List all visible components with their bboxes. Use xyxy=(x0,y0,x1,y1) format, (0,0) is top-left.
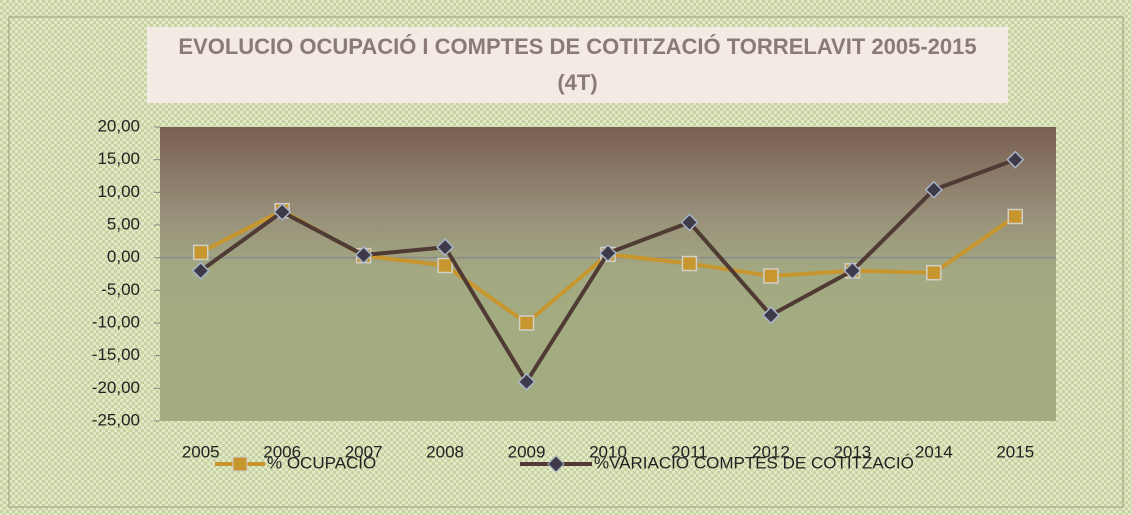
x-tick-label: 2014 xyxy=(915,442,953,461)
point xyxy=(763,268,779,284)
y-tick-label: 0,00 xyxy=(107,247,140,266)
point xyxy=(843,261,862,280)
y-tick-label: 15,00 xyxy=(97,149,140,168)
y-tick-label: -20,00 xyxy=(92,378,140,397)
y-tick-label: -15,00 xyxy=(92,345,140,364)
legend-marker xyxy=(547,455,565,473)
point xyxy=(273,202,292,221)
legend-marker xyxy=(232,456,248,472)
point xyxy=(437,257,453,274)
x-tick-label: 2011 xyxy=(671,442,708,461)
point xyxy=(192,244,209,261)
chart-title: EVOLUCIO OCUPACIÓ I COMPTES DE COTITZACI… xyxy=(147,27,1008,103)
x-tick-label: 2007 xyxy=(345,442,383,461)
point xyxy=(1007,208,1024,225)
point xyxy=(680,213,699,232)
legend-label: % OCUPACIÓ xyxy=(267,453,376,472)
y-tick-label: 5,00 xyxy=(107,214,140,233)
y-tick-label: 20,00 xyxy=(97,116,140,135)
point xyxy=(1006,150,1025,169)
frame xyxy=(8,16,1124,508)
x-tick-label: 2013 xyxy=(833,442,871,461)
x-tick-label: 2008 xyxy=(426,442,464,461)
point xyxy=(191,261,210,280)
x-tick-label: 2010 xyxy=(589,442,627,461)
x-tick-label: 2012 xyxy=(752,442,790,461)
point xyxy=(926,264,942,281)
x-tick-label: 2006 xyxy=(263,442,301,461)
y-tick-label: -10,00 xyxy=(92,312,140,331)
legend-label: %VARIACIÓ COMPTES DE COTITZACIÓ xyxy=(594,453,914,472)
point xyxy=(354,245,373,265)
point xyxy=(598,244,618,263)
y-tick-label: -5,00 xyxy=(101,280,140,299)
point xyxy=(518,315,535,331)
point xyxy=(681,255,698,272)
point xyxy=(517,372,536,391)
point xyxy=(761,306,780,325)
y-tick-label: 10,00 xyxy=(97,182,140,201)
x-tick-label: 2009 xyxy=(508,442,546,461)
point xyxy=(924,180,943,199)
x-tick-label: 2005 xyxy=(182,442,220,461)
x-tick-label: 2015 xyxy=(996,442,1034,461)
point xyxy=(436,238,455,257)
y-tick-label: -25,00 xyxy=(92,410,140,429)
